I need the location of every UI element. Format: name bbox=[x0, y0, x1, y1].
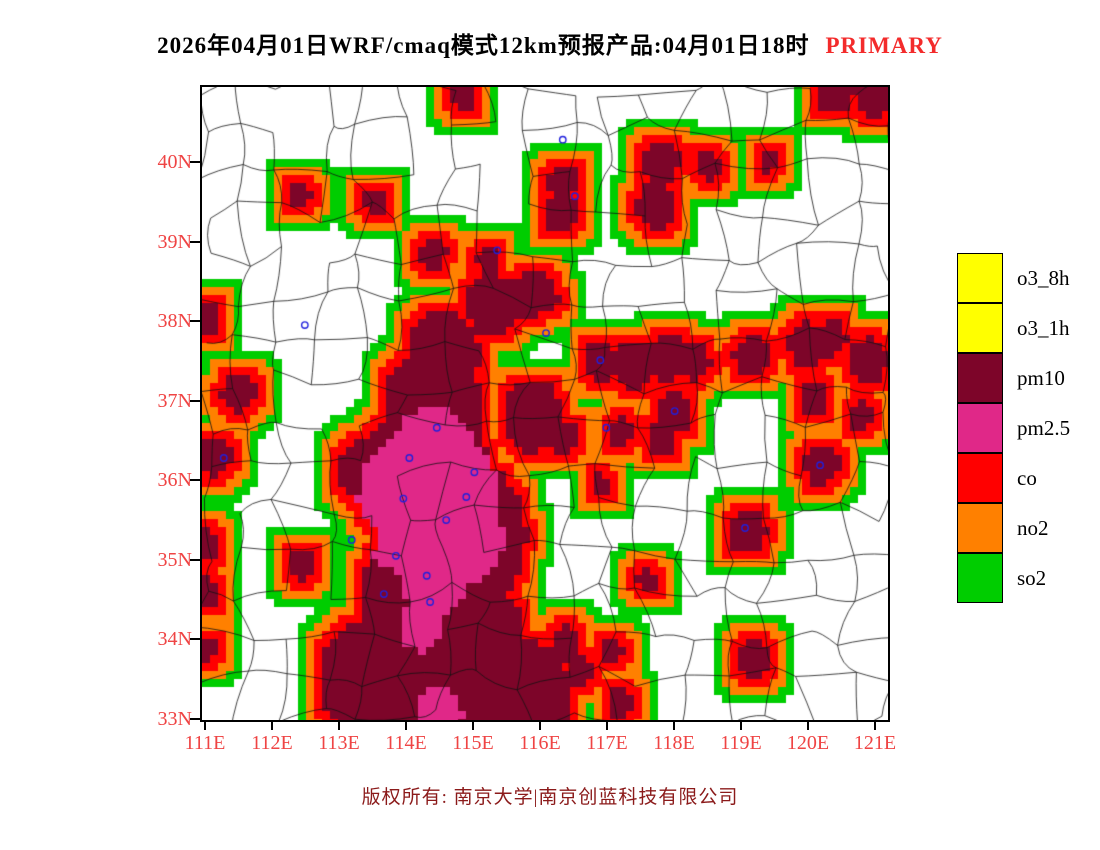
lat-tick bbox=[190, 479, 200, 482]
lon-label: 120E bbox=[786, 732, 830, 754]
lat-label: 33N bbox=[157, 707, 192, 730]
legend-row: co bbox=[957, 453, 1070, 503]
lat-tick bbox=[190, 558, 200, 561]
lon-tick bbox=[338, 722, 340, 730]
lat-label: 34N bbox=[157, 628, 192, 651]
legend-label: o3_1h bbox=[1017, 315, 1070, 340]
legend-label: so2 bbox=[1017, 565, 1047, 590]
legend-row: pm2.5 bbox=[957, 403, 1070, 453]
lon-label: 116E bbox=[519, 732, 561, 754]
legend-label: pm2.5 bbox=[1017, 415, 1071, 440]
legend-label: o3_8h bbox=[1017, 265, 1070, 290]
legend-row: pm10 bbox=[957, 353, 1070, 403]
lat-label: 40N bbox=[157, 151, 192, 173]
legend-color-swatch bbox=[957, 553, 1003, 603]
lon-tick bbox=[807, 722, 809, 730]
legend-row: o3_8h bbox=[957, 253, 1070, 303]
copyright-text: 版权所有: 南京大学|南京创蓝科技有限公司 bbox=[361, 787, 739, 808]
lat-label: 37N bbox=[157, 389, 192, 412]
lon-label: 112E bbox=[251, 732, 293, 754]
lat-label: 36N bbox=[157, 469, 192, 492]
lat-tick bbox=[190, 240, 200, 243]
lon-label: 113E bbox=[318, 732, 360, 754]
legend-row: o3_1h bbox=[957, 303, 1070, 353]
lat-label: 38N bbox=[157, 310, 192, 333]
map-frame bbox=[200, 85, 890, 722]
lat-label: 39N bbox=[157, 230, 192, 253]
lon-tick bbox=[673, 722, 675, 730]
legend-row: so2 bbox=[957, 553, 1070, 603]
lon-tick bbox=[472, 722, 474, 730]
page-title: 2026年04月01日WRF/cmaq模式12km预报产品:04月01日18时 P… bbox=[0, 26, 1100, 60]
legend-color-swatch bbox=[957, 303, 1003, 353]
lat-label: 35N bbox=[157, 548, 192, 571]
lon-label: 121E bbox=[853, 732, 897, 754]
legend-label: no2 bbox=[1017, 515, 1049, 540]
pollution-map-canvas bbox=[202, 87, 888, 720]
legend-color-swatch bbox=[957, 453, 1003, 503]
lon-tick bbox=[606, 722, 608, 730]
legend-label: co bbox=[1017, 465, 1037, 490]
lat-tick bbox=[190, 638, 200, 641]
lon-tick bbox=[539, 722, 541, 730]
lon-tick bbox=[405, 722, 407, 730]
lon-label: 114E bbox=[385, 732, 427, 754]
lat-tick bbox=[190, 320, 200, 323]
lon-label: 111E bbox=[184, 732, 226, 754]
legend-color-swatch bbox=[957, 403, 1003, 453]
lon-label: 115E bbox=[452, 732, 494, 754]
lat-tick bbox=[190, 399, 200, 402]
legend-color-swatch bbox=[957, 503, 1003, 553]
lat-tick bbox=[190, 717, 200, 720]
lon-label: 118E bbox=[653, 732, 695, 754]
lon-label: 119E bbox=[720, 732, 762, 754]
legend-color-swatch bbox=[957, 353, 1003, 403]
lon-label: 117E bbox=[586, 732, 628, 754]
title-text: 2026年04月01日WRF/cmaq模式12km预报产品:04月01日18时 bbox=[157, 33, 810, 58]
legend-label: pm10 bbox=[1017, 365, 1065, 390]
lat-tick bbox=[190, 161, 200, 163]
legend-color-swatch bbox=[957, 253, 1003, 303]
lon-tick bbox=[874, 722, 876, 730]
title-primary-tag: PRIMARY bbox=[825, 33, 943, 58]
pollutant-legend: o3_8h o3_1h pm10 pm2.5 co no2 so2 bbox=[957, 253, 1070, 603]
legend-row: no2 bbox=[957, 503, 1070, 553]
lon-tick bbox=[271, 722, 273, 730]
lon-tick bbox=[740, 722, 742, 730]
lon-tick bbox=[204, 722, 206, 730]
